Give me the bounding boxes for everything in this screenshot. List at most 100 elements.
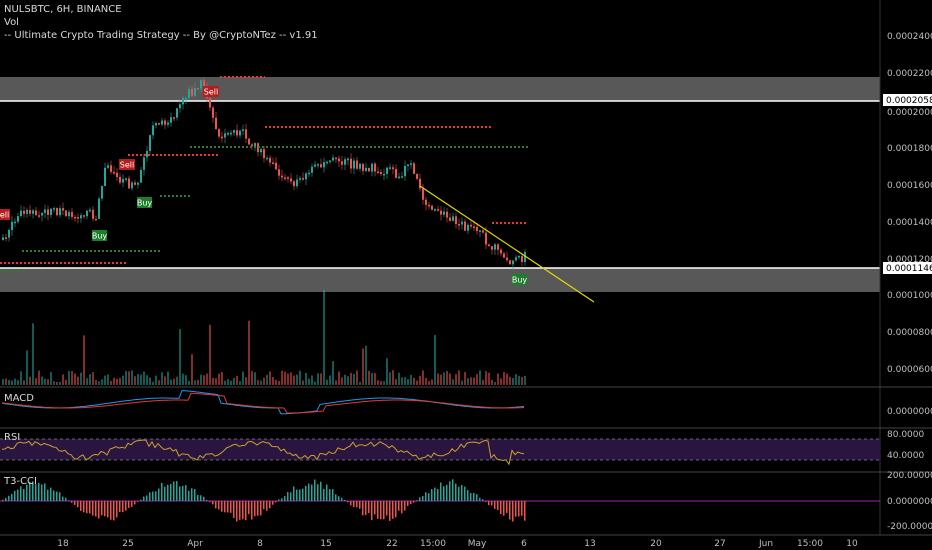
- price-axis[interactable]: 0.00024000 0.00022000 0.00020000 0.00018…: [879, 0, 932, 535]
- volume-bar: [47, 379, 49, 385]
- macd-pane[interactable]: 0.00000000: [0, 386, 932, 417]
- cci-bar: [26, 484, 28, 501]
- cci-bar: [290, 492, 292, 501]
- volume-bar: [236, 375, 238, 385]
- candle-body: [446, 211, 448, 218]
- cci-bar: [50, 487, 52, 501]
- cci-bar: [377, 501, 379, 519]
- symbol-title[interactable]: NULSBTC, 6H, BINANCE: [4, 4, 122, 15]
- cci-bar: [89, 501, 91, 514]
- volume-bar: [329, 375, 331, 385]
- cci-bar: [389, 501, 391, 521]
- volume-bar: [356, 370, 358, 385]
- candle-body: [443, 211, 445, 215]
- strategy-indicator-label[interactable]: -- Ultimate Crypto Trading Strategy -- B…: [4, 30, 318, 41]
- candle-body: [326, 161, 328, 164]
- candle-body: [344, 159, 346, 165]
- volume-bar: [380, 380, 382, 385]
- volume-bar: [17, 380, 19, 385]
- candle-body: [260, 149, 262, 153]
- cci-bar: [242, 501, 244, 520]
- rsi-label[interactable]: RSI: [4, 432, 21, 443]
- candle-body: [143, 157, 145, 170]
- cci-bar: [5, 497, 7, 501]
- cci-bar: [35, 484, 37, 501]
- volume-bar: [245, 377, 247, 385]
- cci-bar: [29, 481, 31, 501]
- volume-bar: [116, 378, 118, 385]
- cci-bar: [230, 501, 232, 513]
- candle-body: [398, 176, 400, 179]
- volume-bar: [470, 377, 472, 385]
- volume-bar: [146, 375, 148, 385]
- volume-bar: [248, 320, 250, 385]
- macd-tick: 0.00000000: [887, 407, 932, 417]
- candle-body: [161, 120, 163, 125]
- time-axis[interactable]: 18 25 Apr 8 15 22 15:00 May 6 13 20 27 J…: [0, 534, 932, 549]
- cci-pane[interactable]: 200.00000000 0.00000000 -200.00000000: [0, 471, 932, 532]
- cci-bar: [506, 501, 508, 514]
- candle-body: [314, 164, 316, 167]
- volume-bar: [365, 345, 367, 385]
- volume-bar: [185, 375, 187, 385]
- cci-bar: [137, 501, 139, 502]
- cci-bars-group: [2, 479, 526, 522]
- candle-body: [272, 162, 274, 165]
- cci-bar: [383, 501, 385, 520]
- cci-tick: 200.00000000: [887, 471, 932, 481]
- cci-bar: [401, 501, 403, 514]
- volume-bar: [86, 378, 88, 385]
- cci-label[interactable]: T3-CCI: [4, 476, 37, 487]
- candle-body: [62, 208, 64, 211]
- candle-body: [104, 167, 106, 187]
- candle-body: [212, 107, 214, 118]
- cci-bar: [332, 489, 334, 501]
- downtrend-line[interactable]: [419, 185, 595, 303]
- candle-body: [482, 230, 484, 233]
- candle-body: [119, 176, 121, 183]
- candle-body: [458, 224, 460, 226]
- volume-bar: [521, 377, 523, 385]
- candle-body: [329, 160, 331, 162]
- volume-bar: [488, 372, 490, 385]
- candle-body: [251, 144, 253, 147]
- candle-body: [479, 230, 481, 232]
- buy-signal-3: Buy: [512, 274, 527, 285]
- cci-bar: [239, 501, 241, 520]
- candle-body: [404, 165, 406, 177]
- buy-signal-2: Buy: [137, 197, 152, 208]
- cci-bar: [176, 481, 178, 501]
- volume-bar: [113, 377, 115, 385]
- main-price-pane[interactable]: Sell Sell Sell Buy Buy Buy: [0, 76, 880, 385]
- candle-body: [305, 173, 307, 180]
- volume-indicator-label[interactable]: Vol: [4, 17, 19, 28]
- cci-bar: [155, 491, 157, 501]
- volume-bar: [134, 376, 136, 385]
- cci-bar: [329, 489, 331, 501]
- cci-bar: [260, 501, 262, 516]
- candle-body: [134, 182, 136, 185]
- cci-bar: [98, 501, 100, 519]
- cci-bar: [128, 501, 130, 508]
- sell-signal-label: Sell: [120, 161, 134, 170]
- candle-body: [293, 181, 295, 187]
- volume-bar: [497, 373, 499, 385]
- volume-bar: [191, 354, 193, 385]
- volume-bar: [413, 377, 415, 385]
- volume-bar: [194, 380, 196, 385]
- candle-body: [101, 186, 103, 199]
- cci-bar: [107, 501, 109, 518]
- volume-bar: [233, 378, 235, 385]
- volume-bar: [506, 373, 508, 385]
- volume-bar: [332, 360, 334, 385]
- candle-body: [176, 108, 178, 118]
- volume-bar: [458, 370, 460, 385]
- macd-label[interactable]: MACD: [4, 393, 34, 404]
- rsi-pane[interactable]: 80.0000 40.0000: [0, 427, 932, 466]
- time-tick: 25: [122, 539, 133, 549]
- volume-bar: [152, 381, 154, 385]
- volume-bar: [308, 378, 310, 385]
- candle-body: [173, 117, 175, 119]
- cci-bar: [305, 485, 307, 501]
